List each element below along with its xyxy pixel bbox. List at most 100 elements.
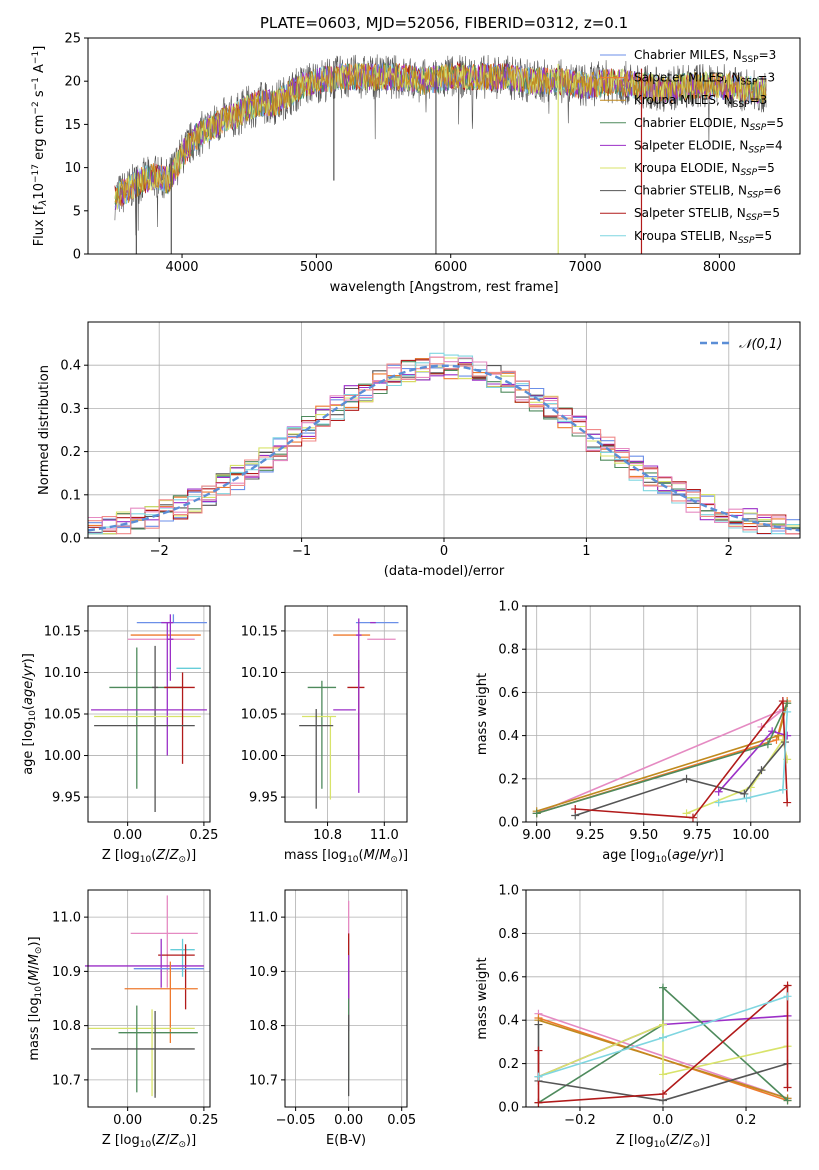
normal-reference-curve bbox=[87, 364, 801, 532]
x-axis-label: (data-model)/error bbox=[384, 564, 505, 579]
y-axis-label: mass weight bbox=[475, 673, 490, 755]
weight-line bbox=[538, 985, 789, 1104]
y-tick-label: 0.4 bbox=[498, 1014, 519, 1029]
x-tick-label: 4000 bbox=[165, 260, 198, 275]
y-tick-label: 0.8 bbox=[498, 927, 519, 942]
mass-vs-z-panel: 0.00 0.25 10.7 10.8 10.9 11.0 Z [log10(Z/Z⊙)] m… bbox=[27, 889, 218, 1150]
y-tick-label: 20 bbox=[64, 75, 81, 90]
y-tick-label: 10.00 bbox=[44, 749, 81, 764]
y-tick-label: 0.2 bbox=[498, 772, 519, 787]
x-tick-label: −1 bbox=[292, 544, 311, 559]
weight-marker bbox=[659, 1033, 667, 1042]
axes-frame bbox=[87, 889, 211, 1108]
y-tick-label: 10.8 bbox=[52, 1019, 81, 1034]
y-tick-label: 5 bbox=[73, 204, 81, 219]
legend-label: Chabrier ELODIE, NSSP=5 bbox=[634, 116, 784, 133]
weight-marker bbox=[763, 740, 772, 749]
weight-marker bbox=[534, 1072, 543, 1081]
y-tick-label: 0.0 bbox=[498, 1101, 519, 1116]
legend-label: Chabrier MILES, NSSP=3 bbox=[634, 48, 776, 65]
x-tick-label: 0.25 bbox=[189, 1113, 218, 1128]
weight-line bbox=[718, 711, 788, 804]
legend-label: Salpeter ELODIE, NSSP=4 bbox=[634, 138, 783, 155]
x-tick-label: 10.00 bbox=[732, 828, 769, 843]
legend-label: 𝒩(0,1) bbox=[739, 337, 782, 352]
y-tick-label: 10.10 bbox=[44, 666, 81, 681]
weight-marker bbox=[682, 809, 691, 818]
y-tick-label: 10.15 bbox=[241, 624, 278, 639]
weight-marker bbox=[783, 699, 792, 708]
weight-marker bbox=[742, 794, 751, 803]
x-tick-label: 0.0 bbox=[653, 1113, 674, 1128]
y-tick-label: 10 bbox=[64, 161, 81, 176]
y-tick-label: 10.00 bbox=[241, 749, 278, 764]
x-tick-label: 2 bbox=[725, 544, 733, 559]
histogram-panel: −2 −1 0 1 2 0.0 0.1 0.2 0.3 0.4 𝒩(0,1) (data-model)… bbox=[37, 321, 801, 579]
y-tick-label: 0.6 bbox=[498, 686, 519, 701]
weight-vs-age-panel: 9.00 9.25 9.50 9.75 10.00 0.0 0.2 0.4 0.6 0.8 1.0 a… bbox=[475, 600, 801, 865]
x-tick-label: 0.00 bbox=[334, 1113, 363, 1128]
weight-marker bbox=[659, 1070, 667, 1079]
x-tick-label: 9.75 bbox=[683, 828, 712, 843]
weight-line bbox=[686, 737, 788, 815]
spectrum-line-6 bbox=[114, 54, 767, 236]
x-tick-label: 9.25 bbox=[576, 828, 605, 843]
y-tick-label: 11.0 bbox=[249, 911, 278, 926]
y-tick-label: 10.9 bbox=[249, 965, 278, 980]
weight-line bbox=[538, 1023, 788, 1078]
x-axis-label: Z [log10(Z/Z⊙)] bbox=[102, 1133, 196, 1150]
y-tick-label: 9.95 bbox=[249, 791, 278, 806]
weight-marker bbox=[659, 1020, 667, 1029]
x-tick-label: 10.8 bbox=[313, 828, 342, 843]
x-tick-label: 0.00 bbox=[113, 1113, 142, 1128]
y-tick-label: 10.7 bbox=[52, 1073, 81, 1088]
y-tick-label: 10.8 bbox=[249, 1019, 278, 1034]
weight-marker bbox=[659, 1089, 667, 1098]
weight-line bbox=[575, 698, 788, 819]
spectrum-title: PLATE=0603, MJD=52056, FIBERID=0312, z=0… bbox=[260, 14, 628, 32]
weight-marker bbox=[571, 805, 580, 814]
weight-marker bbox=[534, 1020, 543, 1029]
histogram-step-9 bbox=[88, 356, 800, 535]
weight-marker bbox=[682, 774, 691, 783]
y-tick-label: 9.95 bbox=[52, 791, 81, 806]
weight-marker bbox=[778, 785, 787, 794]
y-tick-label: 10.7 bbox=[249, 1073, 278, 1088]
y-tick-label: 0.3 bbox=[60, 402, 81, 417]
y-tick-label: 11.0 bbox=[52, 911, 81, 926]
y-tick-label: 0 bbox=[73, 248, 81, 263]
y-tick-label: 0.2 bbox=[498, 1057, 519, 1072]
y-tick-label: 0.0 bbox=[60, 532, 81, 547]
x-tick-label: −0.2 bbox=[564, 1113, 596, 1128]
x-tick-label: 0 bbox=[440, 544, 448, 559]
y-tick-label: 15 bbox=[64, 118, 81, 133]
legend-label: Kroupa ELODIE, NSSP=5 bbox=[634, 161, 775, 178]
weight-marker bbox=[659, 983, 667, 992]
y-axis-label: mass [log10(M/M⊙)] bbox=[27, 936, 44, 1060]
weight-vs-z-panel: −0.2 0.0 0.2 0.0 0.2 0.4 0.6 0.8 1.0 Z [log10(Z/Z… bbox=[475, 884, 801, 1150]
age-vs-mass-panel: 10.8 11.0 9.95 10.00 10.05 10.10 10.15 mass [lo… bbox=[241, 605, 408, 865]
weight-marker bbox=[757, 766, 766, 775]
y-tick-label: 1.0 bbox=[498, 600, 519, 615]
x-axis-label: E(B-V) bbox=[326, 1133, 366, 1148]
histogram-step-4 bbox=[88, 361, 800, 535]
x-tick-label: 11.0 bbox=[370, 828, 399, 843]
x-tick-label: 0.25 bbox=[189, 828, 218, 843]
x-tick-label: 7000 bbox=[569, 260, 602, 275]
weight-marker bbox=[783, 1096, 792, 1105]
x-tick-label: 9.50 bbox=[629, 828, 658, 843]
weight-marker bbox=[532, 809, 541, 818]
y-axis-label: age [log10(age/yr)] bbox=[21, 653, 38, 775]
x-axis-label: Z [log10(Z/Z⊙)] bbox=[102, 848, 196, 865]
x-axis-label: mass [log10(M/M⊙)] bbox=[284, 848, 408, 865]
weight-marker bbox=[534, 1046, 543, 1055]
y-tick-label: 10.9 bbox=[52, 965, 81, 980]
y-axis-label: mass weight bbox=[475, 957, 490, 1039]
weight-marker bbox=[534, 1098, 543, 1107]
y-tick-label: 10.05 bbox=[44, 708, 81, 723]
legend-label: Chabrier STELIB, NSSP=6 bbox=[634, 184, 781, 201]
x-axis-label: wavelength [Angstrom, rest frame] bbox=[330, 280, 559, 295]
y-tick-label: 25 bbox=[64, 32, 81, 47]
spectrum-line-2 bbox=[114, 63, 767, 206]
